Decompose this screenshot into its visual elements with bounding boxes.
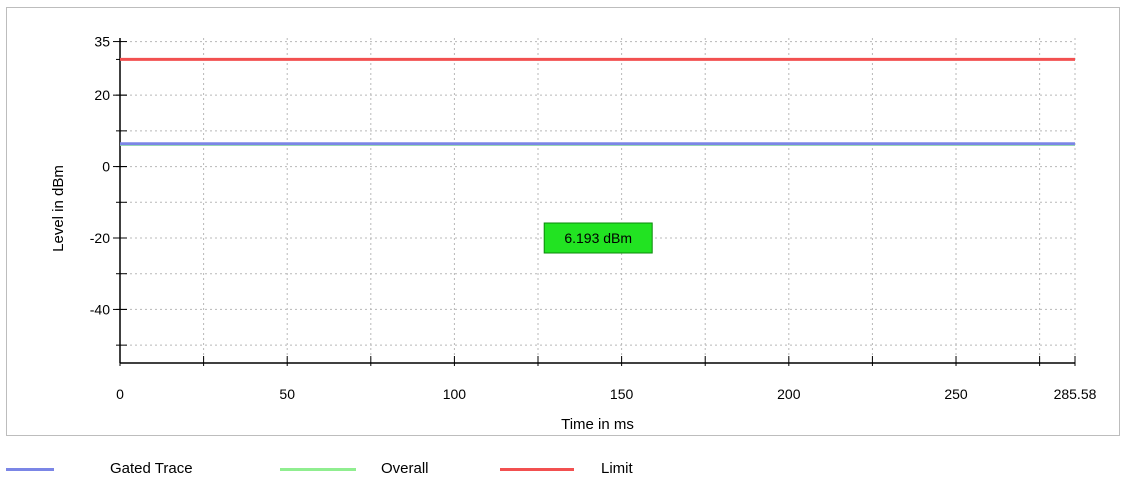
y-tick-label: 20 — [94, 87, 110, 103]
marker-label-box — [543, 222, 653, 254]
x-tick-label: 285.58 — [1054, 386, 1097, 402]
x-tick-label: 50 — [279, 386, 295, 402]
x-axis-title: Time in ms — [561, 416, 634, 433]
y-tick-label: -20 — [90, 230, 110, 246]
legend-label-gated-trace: Gated Trace — [110, 460, 193, 477]
marker-label-text: 6.193 dBm — [564, 230, 632, 246]
marker-annotation: 6.193 dBm — [543, 222, 653, 254]
legend: Gated Trace Overall Limit — [0, 455, 1124, 485]
y-axis-title: Level in dBm — [50, 165, 67, 252]
x-tick-label: 100 — [443, 386, 467, 402]
y-tick-label: -40 — [90, 301, 110, 317]
legend-swatch-overall — [280, 468, 356, 471]
y-tick-label: 0 — [102, 159, 110, 175]
x-tick-label: 150 — [610, 386, 634, 402]
x-tick-label: 250 — [944, 386, 968, 402]
legend-swatch-limit — [500, 468, 574, 471]
legend-swatch-gated-trace — [6, 468, 54, 471]
x-tick-label: 200 — [777, 386, 801, 402]
legend-label-limit: Limit — [601, 460, 633, 477]
grid-lines — [119, 38, 1076, 363]
legend-label-overall: Overall — [381, 460, 429, 477]
series-lines — [120, 57, 1075, 146]
x-tick-label: 0 — [116, 386, 124, 402]
y-tick-label: 35 — [94, 34, 110, 50]
chart-frame: 0 50 100 150 200 250 285.58 35 20 0 -20 -40 6.193 d… — [6, 7, 1120, 436]
